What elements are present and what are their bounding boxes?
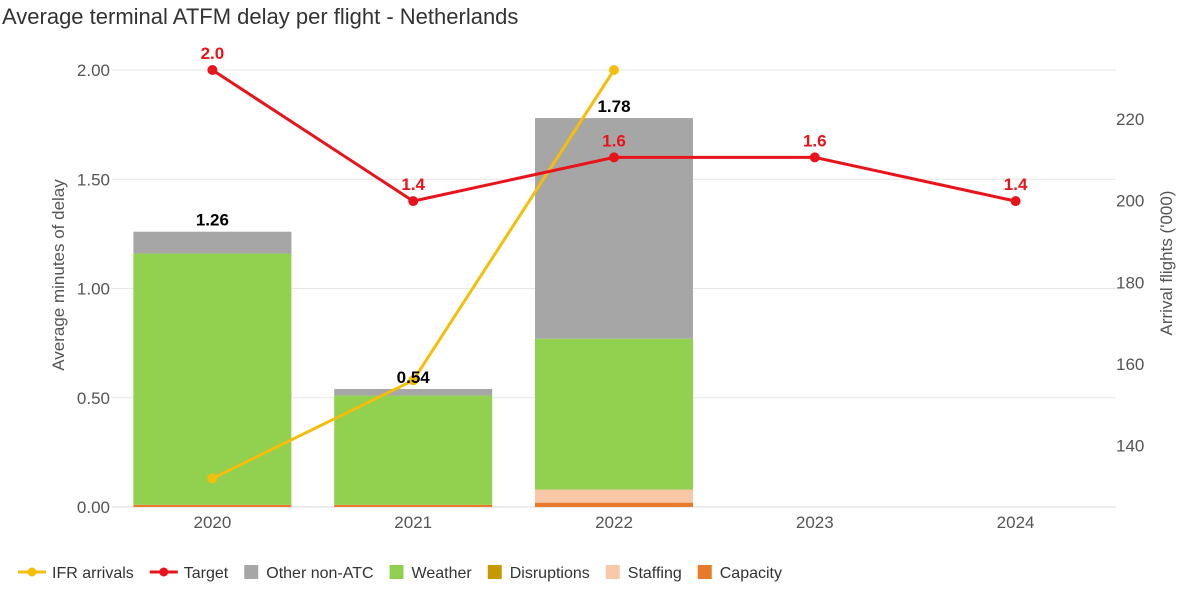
legend-item-capacity-label: Capacity	[720, 565, 782, 582]
y-tick-label: 0.50	[77, 389, 110, 408]
ifr-arrivals-point	[609, 65, 619, 75]
y-tick-label: 1.00	[77, 280, 110, 299]
y-axis-label: Average minutes of delay	[49, 179, 68, 371]
target-data-label: 1.4	[401, 175, 425, 194]
data-labels: 2.0 1.4 1.6 1.6 1.4 1.26 0.54 1.78	[196, 44, 1028, 387]
bar-segment-weather	[535, 338, 693, 490]
ifr-arrivals-point	[408, 375, 419, 386]
bar-segment-other-non-atc	[334, 389, 493, 396]
target-data-label: 2.0	[201, 44, 225, 63]
y-tick-label: 1.50	[77, 170, 110, 189]
y-tick-label: 0.00	[77, 498, 110, 517]
x-tick-label: 2020	[193, 513, 231, 532]
x-axis: 2020 2021 2022 2023 2024	[193, 513, 1034, 532]
bar-segment-capacity	[535, 502, 693, 507]
legend-item-staffing-swatch	[605, 565, 620, 579]
y-tick-label: 2.00	[77, 61, 110, 80]
y2-tick-label: 200	[1116, 192, 1144, 211]
target-point	[1010, 196, 1021, 207]
legend-item-weather-label: Weather	[412, 565, 473, 582]
bar-segment-staffing	[535, 489, 693, 503]
bar-segment-other-non-atc	[133, 231, 292, 254]
legend-item-staffing-label: Staffing	[628, 565, 682, 582]
y2-tick-label: 140	[1116, 437, 1144, 456]
y-axis: 0.00 0.50 1.00 1.50 2.00	[77, 61, 110, 517]
y2-axis-label: Arrival flights ('000)	[1157, 191, 1176, 336]
bar-segment-capacity	[133, 504, 292, 507]
x-tick-label: 2023	[796, 513, 834, 532]
legend-item-target-label: Target	[184, 565, 229, 582]
x-tick-label: 2021	[394, 513, 432, 532]
target-point	[408, 196, 419, 207]
bar-segment-weather	[334, 395, 493, 505]
x-tick-label: 2022	[595, 513, 633, 532]
target-point	[809, 152, 820, 163]
y2-tick-label: 220	[1116, 110, 1144, 129]
target-point	[609, 152, 619, 163]
legend-item-disruptions-swatch	[487, 565, 502, 579]
bar-segment-capacity	[334, 504, 493, 507]
ifr-arrivals-point	[207, 473, 218, 484]
bar-total-label: 0.54	[397, 368, 431, 387]
y2-axis: 140 160 180 200 220	[1116, 110, 1144, 456]
legend-item-weather-swatch	[389, 565, 404, 579]
bar-total-label: 1.78	[597, 97, 630, 116]
legend-item-target-marker	[159, 567, 169, 577]
y2-tick-label: 160	[1116, 355, 1144, 374]
bar-total-label: 1.26	[196, 211, 229, 230]
legend-item-other-non-atc-swatch	[244, 565, 259, 579]
legend-item-ifr-arrivals-label: IFR arrivals	[52, 565, 134, 582]
target-data-label: 1.6	[602, 131, 626, 150]
target-series	[207, 65, 1021, 207]
legend-item-disruptions-label: Disruptions	[510, 565, 590, 582]
y2-tick-label: 180	[1116, 273, 1144, 292]
bars	[133, 118, 693, 507]
target-data-label: 1.4	[1004, 175, 1028, 194]
chart-title: Average terminal ATFM delay per flight -…	[2, 4, 518, 29]
target-point	[207, 65, 218, 75]
bar-segment-weather	[133, 253, 292, 505]
legend-item-ifr-arrivals-marker	[27, 567, 37, 577]
legend: IFR arrivals Target Other non-ATC Weather Di…	[18, 565, 782, 582]
x-tick-label: 2024	[997, 513, 1035, 532]
legend-item-capacity-swatch	[697, 565, 712, 579]
bar-segment-other-non-atc	[535, 118, 693, 339]
target-data-label: 1.6	[803, 131, 827, 150]
legend-item-other-non-atc-label: Other non-ATC	[266, 565, 373, 582]
